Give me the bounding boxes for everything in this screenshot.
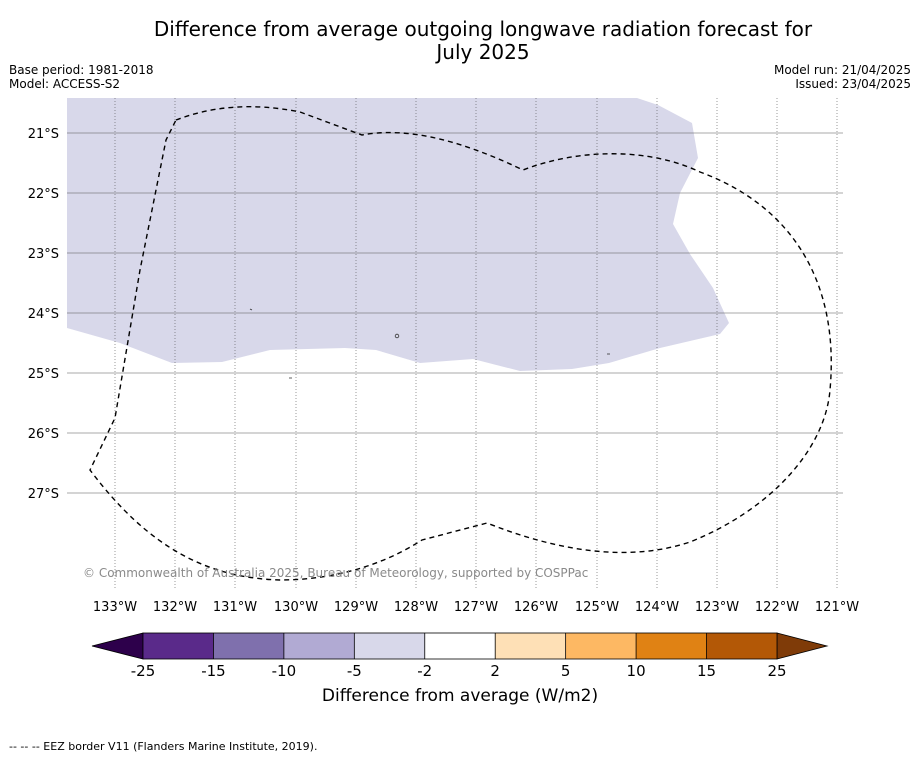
colorbar-segment xyxy=(706,633,777,659)
base-period: Base period: 1981-2018 xyxy=(9,63,154,77)
meta-right: Model run: 21/04/2025 Issued: 23/04/2025 xyxy=(774,63,911,91)
colorbar-low-extension xyxy=(91,632,144,660)
lon-label: 124°W xyxy=(635,600,679,615)
anomaly-region xyxy=(67,98,729,371)
issued-date: Issued: 23/04/2025 xyxy=(795,77,911,91)
lon-label: 121°W xyxy=(815,600,859,615)
lat-label: 24°S xyxy=(28,307,59,322)
colorbar-segment xyxy=(213,633,284,659)
lat-label: 25°S xyxy=(28,367,59,382)
lon-label: 127°W xyxy=(454,600,498,615)
lat-label: 22°S xyxy=(28,187,59,202)
lon-label: 132°W xyxy=(153,600,197,615)
lat-label: 21°S xyxy=(28,127,59,142)
colorbar-outline xyxy=(142,632,778,660)
title-line-1: Difference from average outgoing longwav… xyxy=(153,17,813,41)
colorbar-dividers xyxy=(213,633,707,659)
colorbar: -25 -15 -10 -5 -2 2 5 10 15 25 xyxy=(91,632,829,680)
lon-label: 133°W xyxy=(93,600,137,615)
colorbar-segment xyxy=(424,633,496,659)
lat-label: 23°S xyxy=(28,247,59,262)
colorbar-tick: -2 xyxy=(417,662,432,680)
lon-label: 131°W xyxy=(213,600,257,615)
colorbar-tick: -15 xyxy=(201,662,226,680)
lat-label: 27°S xyxy=(28,487,59,502)
colorbar-segment xyxy=(565,633,637,659)
lon-label: 128°W xyxy=(394,600,438,615)
lon-label: 129°W xyxy=(334,600,378,615)
colorbar-segment xyxy=(354,633,425,659)
longitude-labels: 133°W 132°W 131°W 130°W 129°W 128°W 127°… xyxy=(93,600,859,615)
colorbar-segment xyxy=(143,633,214,659)
colorbar-label: Difference from average (W/m2) xyxy=(321,686,599,706)
latitude-gridlines xyxy=(67,132,843,494)
lon-label: 122°W xyxy=(755,600,799,615)
title-line-2: July 2025 xyxy=(436,40,530,64)
colorbar-high-extension xyxy=(776,632,829,660)
colorbar-tick: -25 xyxy=(131,662,156,680)
map-title: Difference from average outgoing longwav… xyxy=(60,18,906,64)
colorbar-tick: 15 xyxy=(697,662,716,680)
meta-left: Base period: 1981-2018 Model: ACCESS-S2 xyxy=(9,63,154,91)
model-name: Model: ACCESS-S2 xyxy=(9,77,121,91)
lon-label: 123°W xyxy=(695,600,739,615)
colorbar-tick: 5 xyxy=(561,662,571,680)
colorbar-segment xyxy=(636,633,707,659)
lon-label: 125°W xyxy=(575,600,619,615)
colorbar-tick: 10 xyxy=(627,662,646,680)
longitude-gridlines xyxy=(114,98,838,590)
lat-label: 26°S xyxy=(28,427,59,442)
colorbar-tick-labels: -25 -15 -10 -5 -2 2 5 10 15 25 xyxy=(131,662,787,680)
lon-label: 130°W xyxy=(274,600,318,615)
eez-legend-note: -- -- -- EEZ border V11 (Flanders Marine… xyxy=(9,740,318,753)
model-run: Model run: 21/04/2025 xyxy=(773,63,911,77)
latitude-labels: 21°S 22°S 23°S 24°S 25°S 26°S 27°S xyxy=(28,127,59,502)
colorbar-tick: 25 xyxy=(767,662,786,680)
copyright-notice: © Commonwealth of Australia 2025, Bureau… xyxy=(83,566,588,580)
colorbar-segment xyxy=(495,633,566,659)
contour-specks xyxy=(249,308,610,379)
colorbar-tick: -5 xyxy=(347,662,362,680)
colorbar-tick: -10 xyxy=(272,662,297,680)
eez-border xyxy=(89,106,832,581)
lon-label: 126°W xyxy=(514,600,558,615)
colorbar-tick: 2 xyxy=(490,662,500,680)
colorbar-segment xyxy=(283,633,355,659)
